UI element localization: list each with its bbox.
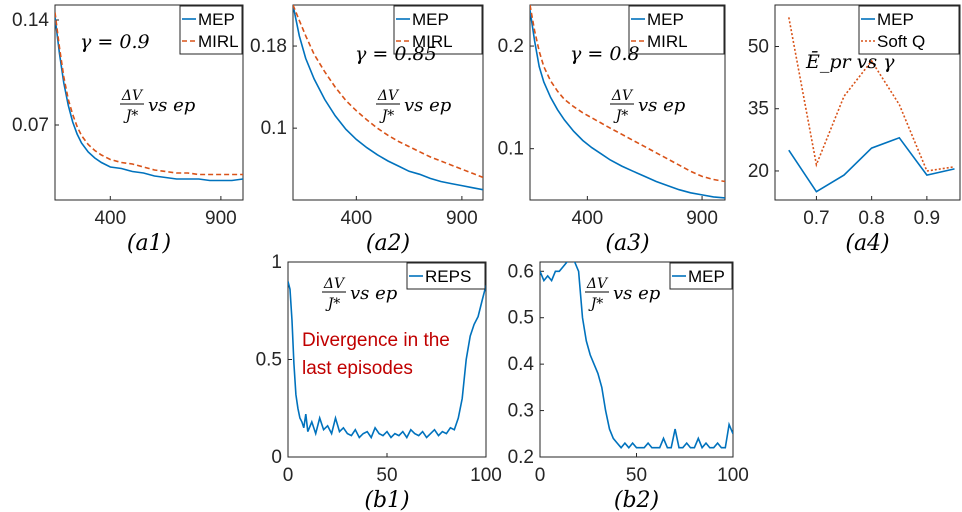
series-line-b1-0: [288, 281, 486, 440]
y-tick-label-b1: 1: [271, 252, 282, 273]
series-line-a4-1: [788, 17, 955, 172]
fraction-numerator-b2: ΔV: [586, 276, 609, 292]
x-tick-label-a2: 900: [446, 208, 478, 229]
x-tick-label-a3: 400: [572, 208, 604, 229]
legend-label-a1: MEP: [198, 10, 235, 29]
y-tick-label-b2: 0.5: [508, 308, 534, 329]
legend-label-a2: MIRL: [412, 32, 453, 51]
plot-area-b1: [287, 261, 487, 458]
y-tick-label-a3: 0.2: [498, 36, 524, 57]
x-tick-label-b1: 0: [283, 465, 294, 486]
y-tick-label-b2: 0.2: [508, 447, 534, 468]
fraction-numerator-a2: ΔV: [377, 88, 400, 104]
fraction-denominator-b1: J*: [325, 296, 341, 312]
divergence-note-b1: Divergence in the: [302, 330, 450, 351]
fraction-denominator-a1: J*: [123, 108, 139, 124]
y-tick-label-a4: 20: [748, 161, 769, 182]
y-tick-label-b2: 0.3: [508, 401, 534, 422]
fraction-suffix-a3: vs ep: [638, 95, 686, 116]
fraction-suffix-a1: vs ep: [148, 95, 196, 116]
legend-label-a1: MIRL: [198, 32, 239, 51]
legend-label-a4: MEP: [877, 10, 914, 29]
y-tick-label-a4: 50: [748, 36, 769, 57]
fraction-denominator-a3: J*: [613, 108, 629, 124]
y-tick-label-a2: 0.1: [261, 118, 287, 139]
series-line-a2-0: [293, 5, 483, 191]
x-tick-label-b2: 0: [535, 465, 546, 486]
y-tick-label-b2: 0.6: [508, 261, 534, 282]
series-line-a3-0: [530, 9, 725, 199]
series-line-a1-1: [55, 12, 243, 176]
fraction-suffix-b2: vs ep: [613, 283, 661, 304]
legend-box-a3: [628, 5, 725, 55]
series-line-a4-0: [788, 136, 955, 193]
fraction-suffix-a2: vs ep: [404, 95, 452, 116]
fraction-denominator-b2: J*: [588, 296, 604, 312]
y-tick-label-b1: 0.5: [256, 350, 282, 371]
legend-box-a4: [858, 5, 960, 55]
x-tick-label-b2: 100: [717, 465, 749, 486]
caption-b2: (b2): [614, 488, 659, 512]
caption-a4: (a4): [845, 231, 889, 256]
series-line-a2-1: [293, 5, 483, 179]
legend-box-a2: [393, 5, 483, 55]
y-tick-label-a3: 0.1: [498, 139, 524, 160]
caption-a3: (a3): [605, 231, 649, 256]
x-tick-label-a4: 0.9: [914, 208, 940, 229]
y-tick-label-b2: 0.4: [508, 354, 535, 375]
legend-label-a4: Soft Q: [877, 32, 925, 51]
annotation-a1: γ = 0.9: [80, 31, 150, 53]
x-tick-label-a4: 0.7: [803, 208, 829, 229]
series-line-a3-1: [530, 5, 725, 183]
x-tick-label-b1: 50: [376, 465, 397, 486]
x-tick-label-a4: 0.8: [858, 208, 884, 229]
x-tick-label-b1: 100: [470, 465, 502, 486]
x-tick-label-a1: 400: [94, 208, 126, 229]
chart-a1: 400 900 0.07 0.14 MEP MIRL γ = 0.9 ΔV J* vs ep (a1…: [12, 4, 244, 256]
fraction-numerator-a3: ΔV: [611, 88, 634, 104]
y-tick-label-a4: 35: [748, 99, 769, 120]
chart-b2: 0 50 100 0.2 0.3 0.4 0.5 0.6 MEP ΔV J* vs ep (b2): [508, 261, 749, 512]
divergence-note-b1: last episodes: [302, 358, 413, 379]
x-tick-label-a3: 900: [686, 208, 718, 229]
x-tick-label-b2: 50: [626, 465, 647, 486]
series-line-b2-0: [540, 262, 733, 450]
y-tick-label-a2: 0.18: [250, 36, 287, 57]
chart-b1: 0 50 100 0 0.5 1 REPS ΔV J* vs ep Divergence in th…: [256, 252, 502, 512]
legend-label-a2: MEP: [412, 10, 449, 29]
plot-area-b2: [539, 261, 734, 458]
fraction-suffix-b1: vs ep: [350, 283, 398, 304]
x-tick-label-a1: 900: [205, 208, 237, 229]
fraction-denominator-a2: J*: [379, 108, 395, 124]
y-tick-label-a1: 0.14: [12, 10, 49, 31]
caption-a1: (a1): [127, 231, 171, 256]
chart-a4: 0.7 0.8 0.9 20 35 50 MEP Soft QĒ_pr vs γ (a4): [748, 4, 961, 256]
annotation-a2: γ = 0.85: [355, 43, 437, 65]
legend-label-b1: REPS: [425, 267, 471, 286]
caption-b1: (b1): [364, 488, 409, 512]
y-tick-label-a1: 0.07: [12, 115, 49, 136]
fraction-numerator-a1: ΔV: [121, 88, 144, 104]
legend-label-a3: MEP: [647, 10, 684, 29]
series-line-a1-0: [55, 16, 243, 182]
annotation-a4: Ē_pr vs γ: [805, 50, 895, 73]
annotation-a3: γ = 0.8: [570, 43, 640, 65]
fraction-numerator-b1: ΔV: [323, 276, 346, 292]
chart-a3: 400 900 0.1 0.2 MEP MIRL γ = 0.8 ΔV J* vs ep (a3): [498, 4, 726, 256]
legend-label-b2: MEP: [688, 267, 725, 286]
x-tick-label-a2: 400: [340, 208, 372, 229]
caption-a2: (a2): [366, 231, 410, 256]
legend-label-a3: MIRL: [647, 32, 688, 51]
y-tick-label-b1: 0: [271, 447, 282, 468]
legend-box-a1: [179, 5, 243, 55]
